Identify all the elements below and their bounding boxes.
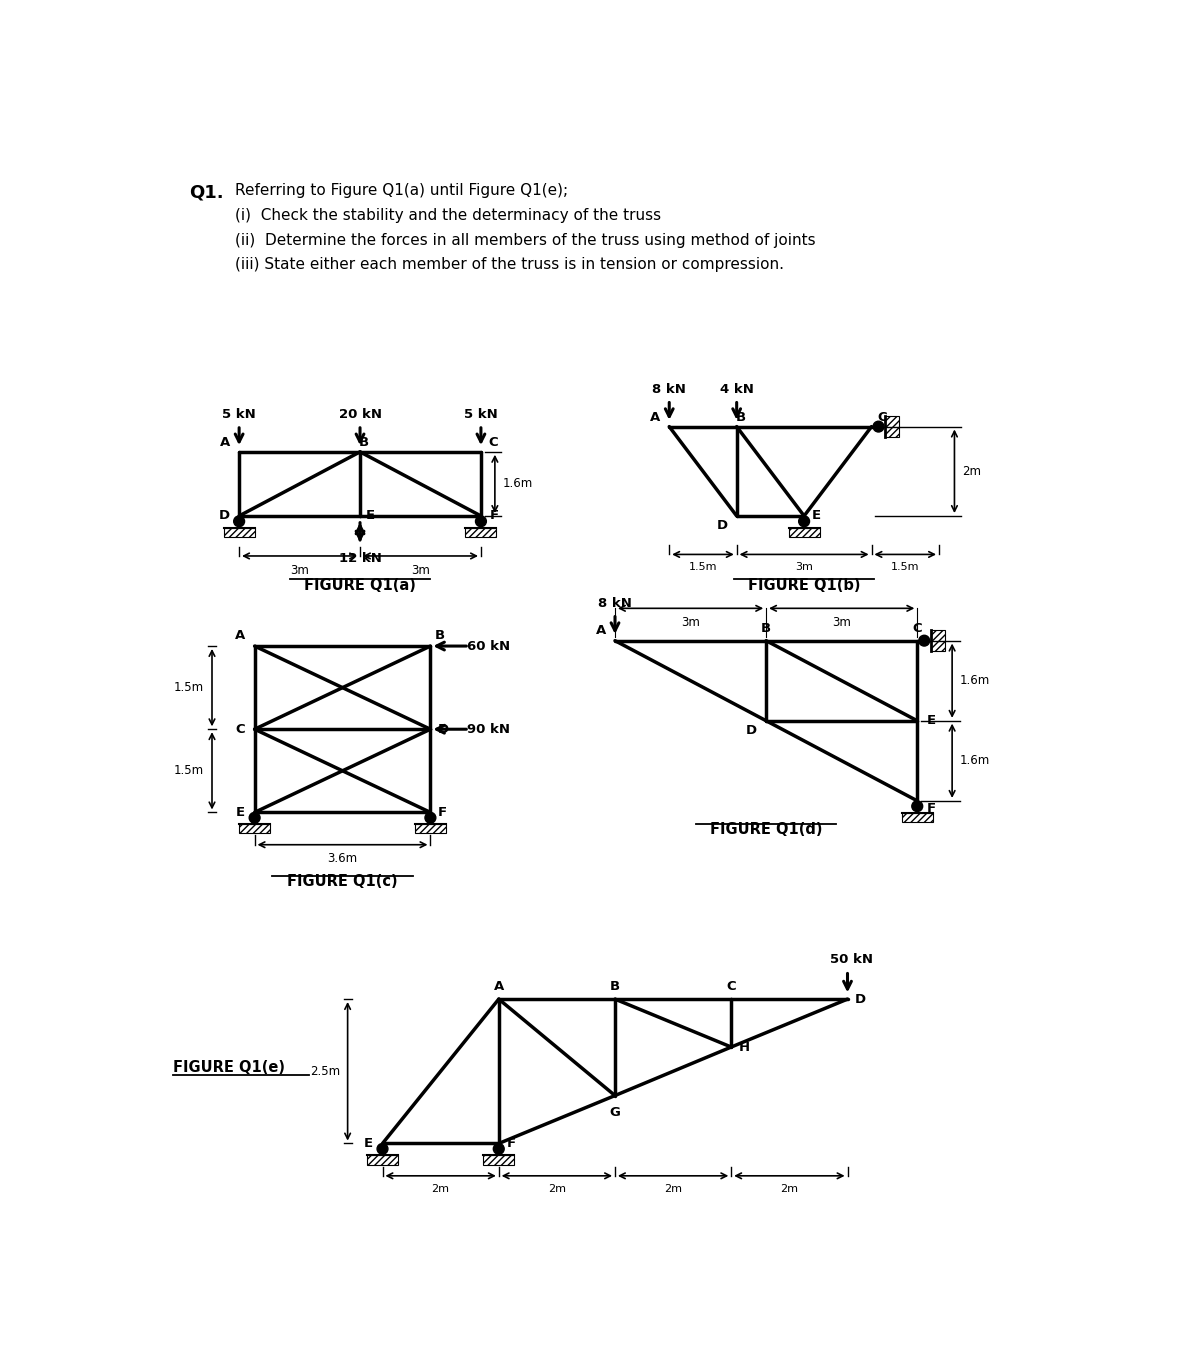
Text: 1.5m: 1.5m — [174, 681, 204, 694]
Text: 3m: 3m — [796, 562, 814, 573]
Text: Referring to Figure Q1(a) until Figure Q1(e);: Referring to Figure Q1(a) until Figure Q… — [235, 183, 569, 198]
Text: 2m: 2m — [548, 1184, 566, 1193]
Text: E: E — [812, 510, 821, 522]
Text: 2m: 2m — [780, 1184, 798, 1193]
Text: 2m: 2m — [432, 1184, 450, 1193]
Text: E: E — [926, 714, 936, 727]
Text: C: C — [877, 410, 887, 424]
Bar — [415, 824, 446, 834]
Circle shape — [493, 1143, 504, 1154]
Text: B: B — [736, 410, 745, 424]
Text: 8 kN: 8 kN — [598, 597, 632, 610]
Text: 1.6m: 1.6m — [503, 477, 533, 491]
Text: FIGURE Q1(a): FIGURE Q1(a) — [304, 577, 416, 592]
Bar — [931, 630, 944, 652]
Bar — [484, 1155, 515, 1165]
Text: 20 kN: 20 kN — [338, 409, 382, 421]
Text: A: A — [235, 629, 245, 642]
Circle shape — [799, 515, 810, 526]
Text: 3m: 3m — [833, 617, 851, 629]
Text: 1.5m: 1.5m — [174, 764, 204, 778]
Text: 8 kN: 8 kN — [653, 383, 686, 396]
Text: G: G — [610, 1106, 620, 1120]
Circle shape — [377, 1143, 388, 1154]
Circle shape — [912, 801, 923, 812]
Text: D: D — [745, 725, 757, 737]
Text: (ii)  Determine the forces in all members of the truss using method of joints: (ii) Determine the forces in all members… — [235, 232, 816, 247]
Text: D: D — [438, 723, 449, 735]
Text: C: C — [912, 622, 922, 634]
Circle shape — [874, 421, 884, 432]
Bar — [886, 416, 899, 437]
Text: A: A — [220, 436, 230, 448]
Text: F: F — [491, 510, 499, 522]
Text: E: E — [366, 510, 376, 522]
Text: FIGURE Q1(b): FIGURE Q1(b) — [748, 577, 860, 592]
Circle shape — [250, 812, 260, 823]
Text: A: A — [595, 623, 606, 637]
Text: D: D — [856, 992, 866, 1006]
Text: 3m: 3m — [682, 617, 700, 629]
Text: 50 kN: 50 kN — [830, 953, 872, 965]
Text: 2m: 2m — [664, 1184, 682, 1193]
Bar — [466, 528, 497, 537]
Text: 1.6m: 1.6m — [960, 674, 990, 688]
Text: 1.5m: 1.5m — [890, 562, 919, 573]
Text: 90 kN: 90 kN — [467, 723, 510, 735]
Text: 4 kN: 4 kN — [720, 383, 754, 396]
Text: 60 kN: 60 kN — [467, 640, 510, 652]
Text: C: C — [235, 723, 245, 735]
Text: B: B — [359, 436, 368, 448]
Text: E: E — [364, 1137, 373, 1150]
Text: 3m: 3m — [412, 563, 430, 577]
Text: A: A — [493, 980, 504, 992]
Text: B: B — [610, 980, 620, 992]
Text: FIGURE Q1(c): FIGURE Q1(c) — [287, 874, 398, 889]
Text: 2.5m: 2.5m — [310, 1065, 340, 1077]
Text: 3.6m: 3.6m — [328, 853, 358, 865]
Text: F: F — [506, 1137, 516, 1150]
Text: 1.5m: 1.5m — [689, 562, 718, 573]
Circle shape — [475, 515, 486, 526]
Text: D: D — [218, 510, 230, 522]
Text: B: B — [434, 629, 444, 642]
Text: FIGURE Q1(d): FIGURE Q1(d) — [710, 823, 822, 838]
Text: F: F — [926, 802, 936, 815]
Text: A: A — [649, 410, 660, 424]
Text: C: C — [488, 436, 498, 448]
Text: (iii) State either each member of the truss is in tension or compression.: (iii) State either each member of the tr… — [235, 257, 785, 272]
Text: D: D — [716, 519, 727, 532]
Text: 5 kN: 5 kN — [464, 409, 498, 421]
Bar — [788, 528, 820, 537]
Text: C: C — [726, 980, 736, 992]
Text: 5 kN: 5 kN — [222, 409, 256, 421]
Text: 3m: 3m — [290, 563, 310, 577]
Text: (i)  Check the stability and the determinacy of the truss: (i) Check the stability and the determin… — [235, 208, 661, 223]
Circle shape — [425, 812, 436, 823]
Circle shape — [234, 515, 245, 526]
Text: H: H — [739, 1040, 750, 1054]
Circle shape — [919, 636, 930, 647]
Text: B: B — [761, 622, 772, 634]
Text: 1.6m: 1.6m — [960, 755, 990, 767]
Text: Q1.: Q1. — [188, 183, 223, 201]
Bar — [367, 1155, 398, 1165]
Text: F: F — [438, 807, 448, 819]
Bar — [239, 824, 270, 834]
Text: 12 kN: 12 kN — [338, 552, 382, 565]
Bar — [223, 528, 254, 537]
Text: 2m: 2m — [962, 465, 982, 478]
Text: FIGURE Q1(e): FIGURE Q1(e) — [173, 1059, 286, 1074]
Text: E: E — [236, 807, 245, 819]
Bar — [901, 813, 932, 822]
